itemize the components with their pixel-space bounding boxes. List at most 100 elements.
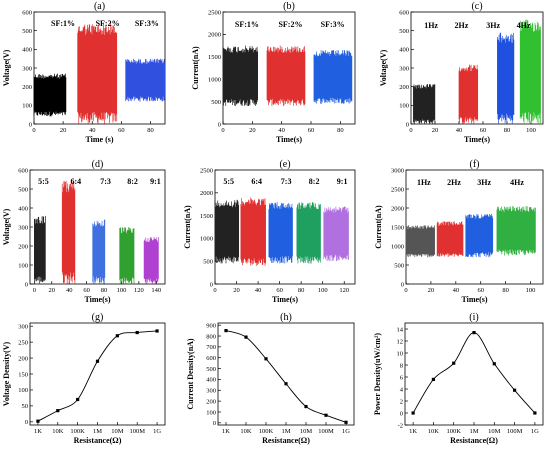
series-SF:1%: SF:1% <box>33 19 75 117</box>
x-tick-label: 100M <box>318 428 334 435</box>
panel-e: 0 500 1000 1500 2000 2500 0 20 40 60 80 100 120 (e) Ti… <box>183 159 356 304</box>
x-tick-label: 20 <box>49 287 56 294</box>
data-point-100M <box>512 388 517 392</box>
y-axis-label: Current(nA) <box>374 205 383 249</box>
x-tick-label: 10M <box>300 428 313 435</box>
y-tick-label: 2 <box>400 398 403 405</box>
y-tick-label: 300 <box>206 388 216 395</box>
x-tick-label: 10K <box>240 428 252 435</box>
data-point-1K <box>411 411 415 415</box>
series-label: SF:3% <box>135 19 159 28</box>
data-point-10M <box>115 334 119 338</box>
y-tick-label: 0 <box>401 281 404 288</box>
signal-trace <box>519 19 541 124</box>
panel-a: 0 100 200 300 400 500 600 0 20 40 60 80 (a) Time (s) V… <box>2 1 166 144</box>
x-tick-label: 40 <box>278 127 285 134</box>
series-label: 4Hz <box>517 21 531 30</box>
y-tick-label: 1000 <box>391 243 404 250</box>
series-label: 1Hz <box>417 178 431 187</box>
x-axis-label: Time(s) <box>84 295 110 304</box>
y-tick-label: 500 <box>22 28 32 35</box>
fit-curve <box>225 330 347 423</box>
y-tick-label: 150 <box>18 371 28 378</box>
series-8:2: 8:2 <box>119 177 138 284</box>
series-SF:2%: SF:2% <box>77 19 120 124</box>
panel-c: 0 100 200 300 400 500 600 0 20 40 60 80 100 (c) Time(s… <box>379 1 544 144</box>
x-tick-label: 1G <box>153 428 161 435</box>
y-tick-label: 500 <box>394 262 404 269</box>
series-2Hz: 2Hz <box>455 21 479 124</box>
x-tick-label: 60 <box>276 287 283 294</box>
x-tick-label: 80 <box>502 287 509 294</box>
y-tick-label: 300 <box>18 323 28 330</box>
y-tick-label: 500 <box>206 366 216 373</box>
x-tick-label: 80 <box>504 127 511 134</box>
y-tick-label: 6 <box>400 374 404 381</box>
signal-trace <box>119 227 135 284</box>
signal-trace <box>33 73 67 117</box>
panel-label: (d) <box>92 159 104 170</box>
panel-label: (e) <box>279 159 290 170</box>
x-tick-label: 80 <box>101 287 108 294</box>
series-label: 8:2 <box>127 177 138 186</box>
x-tick-label: 100 <box>117 287 127 294</box>
x-axis-label: Resistance(Ω) <box>262 436 310 445</box>
signal-trace <box>268 202 293 264</box>
y-tick-label: -2 <box>398 422 403 429</box>
x-tick-label: 100 <box>526 127 536 134</box>
series-label: 3Hz <box>477 178 491 187</box>
data-point-1M <box>95 359 100 363</box>
y-tick-label: 1500 <box>208 54 221 61</box>
series-7:3: 7:3 <box>268 177 293 264</box>
series-6:4: 6:4 <box>240 177 266 266</box>
signal-trace <box>323 206 349 262</box>
y-tick-label: 4 <box>400 386 404 393</box>
y-tick-label: 600 <box>18 167 28 174</box>
y-tick-label: 0 <box>406 121 409 128</box>
series-label: 7:3 <box>281 177 292 186</box>
series-label: 6:4 <box>251 177 262 186</box>
y-tick-label: 500 <box>203 259 213 266</box>
signal-trace <box>143 237 159 284</box>
x-tick-label: 10M <box>111 428 124 435</box>
plot-frame <box>217 322 355 426</box>
panel-label: (g) <box>92 312 104 323</box>
x-tick-label: 10K <box>52 428 64 435</box>
data-point-100K <box>452 361 456 365</box>
series-4Hz: 4Hz <box>496 178 536 256</box>
panel-i: -2 0 2 4 6 8 10 12 14 1K 10K 100K 1M 10M 100M 1G (i) Resi… <box>373 312 544 445</box>
y-tick-label: 100 <box>18 262 28 269</box>
x-tick-label: 20 <box>428 287 435 294</box>
data-point-10M <box>304 404 308 409</box>
series-2Hz: 2Hz <box>436 178 464 257</box>
x-tick-label: 20 <box>432 127 439 134</box>
x-tick-label: 0 <box>33 287 36 294</box>
data-point-1M <box>472 331 476 335</box>
y-tick-label: 400 <box>206 377 216 384</box>
signal-trace <box>240 197 266 266</box>
y-tick-label: 14 <box>397 326 404 333</box>
x-tick-label: 40 <box>453 287 460 294</box>
series-label: 2Hz <box>447 178 461 187</box>
series-9:1: 9:1 <box>323 177 349 262</box>
y-tick-label: 0 <box>25 419 28 426</box>
x-tick-label: 1K <box>34 428 42 435</box>
signal-trace <box>222 45 258 107</box>
y-tick-label: 2000 <box>200 190 213 197</box>
signal-trace <box>266 45 306 106</box>
signal-trace <box>497 32 515 124</box>
x-tick-label: 0 <box>404 287 407 294</box>
signal-trace <box>496 206 536 256</box>
data-point-1G <box>155 329 159 333</box>
y-tick-label: 200 <box>18 355 28 362</box>
x-tick-label: 100M <box>129 428 145 435</box>
signal-trace <box>296 202 321 264</box>
y-tick-label: 3000 <box>391 167 404 174</box>
x-tick-label: 60 <box>480 127 487 134</box>
series-label: 5:5 <box>223 177 234 186</box>
x-tick-label: 20 <box>60 127 67 134</box>
data-point-1M <box>284 382 288 386</box>
signal-trace <box>413 83 436 124</box>
y-tick-label: 800 <box>206 333 216 340</box>
